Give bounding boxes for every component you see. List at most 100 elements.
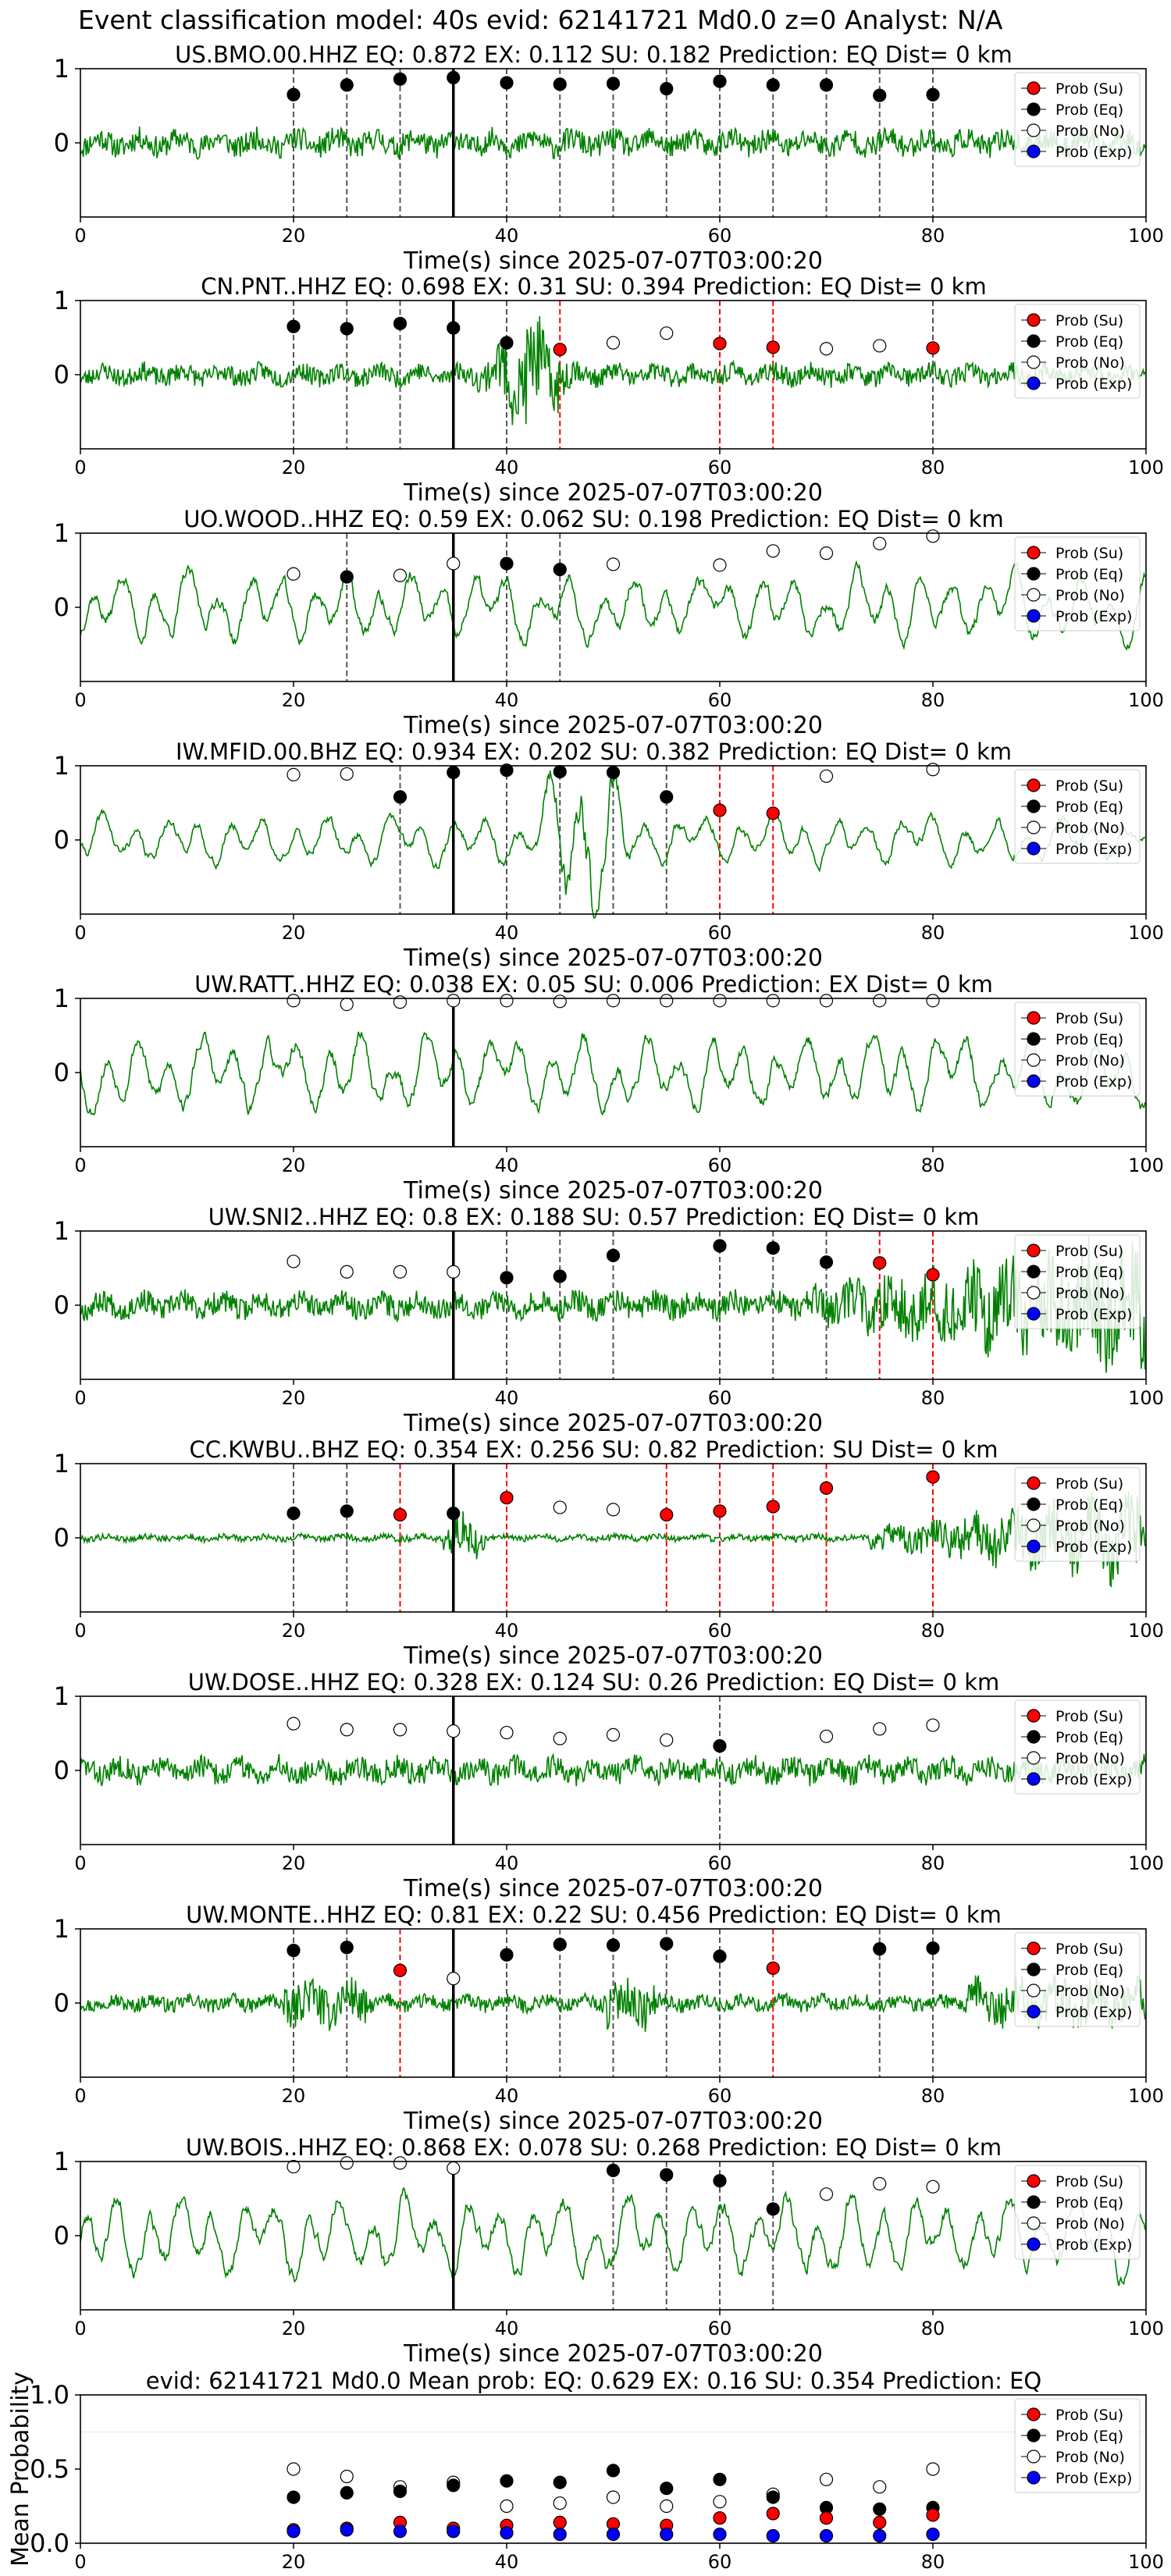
x-tick-label: 40 xyxy=(495,1155,519,1176)
legend-marker-su xyxy=(1027,1709,1041,1723)
su-prob-marker xyxy=(713,336,727,350)
legend-label-no: Prob (No) xyxy=(1055,1983,1125,2000)
eq-prob-marker xyxy=(287,319,301,333)
no-prob-marker xyxy=(819,1729,834,1743)
no-prob-marker xyxy=(873,2480,887,2494)
legend-marker-eq xyxy=(1027,334,1041,348)
x-tick-label: 40 xyxy=(495,2085,519,2107)
eq-prob-marker xyxy=(713,1239,727,1253)
eq-prob-marker xyxy=(606,1248,621,1262)
x-tick-label: 60 xyxy=(708,2551,732,2573)
x-axis-label: Time(s) since 2025-07-07T03:00:20 xyxy=(403,712,823,739)
x-tick-label: 20 xyxy=(282,922,306,944)
eq-prob-marker xyxy=(500,336,514,350)
waveform-trace xyxy=(80,770,1146,919)
legend-label-su: Prob (Su) xyxy=(1055,1010,1123,1027)
x-tick-label: 0 xyxy=(74,457,86,479)
eq-prob-marker xyxy=(873,1942,887,1956)
no-prob-marker xyxy=(553,2496,567,2510)
su-prob-marker xyxy=(926,1470,940,1484)
eq-prob-marker xyxy=(553,2475,567,2489)
x-tick-label: 20 xyxy=(282,1387,306,1409)
no-prob-marker xyxy=(500,994,514,1008)
su-prob-marker xyxy=(873,2515,887,2529)
eq-prob-marker xyxy=(500,76,514,90)
legend-marker-no xyxy=(1027,2216,1041,2230)
x-tick-label: 100 xyxy=(1128,2551,1164,2573)
subplot-title: UW.RATT..HHZ EQ: 0.038 EX: 0.05 SU: 0.00… xyxy=(194,971,993,998)
x-tick-label: 60 xyxy=(708,1155,732,1176)
legend-marker-eq xyxy=(1027,799,1041,813)
x-tick-label: 60 xyxy=(708,2318,732,2339)
no-prob-marker xyxy=(766,994,780,1008)
eq-prob-marker xyxy=(287,2490,301,2504)
legend-label-su: Prob (Su) xyxy=(1055,545,1123,562)
legend-label-eq: Prob (Eq) xyxy=(1055,1729,1123,1746)
exp-prob-marker xyxy=(819,2528,834,2543)
y-tick-label: 0 xyxy=(54,1523,69,1553)
eq-prob-marker xyxy=(500,557,514,571)
x-tick-label: 0 xyxy=(74,689,86,711)
legend-marker-no xyxy=(1027,355,1041,369)
exp-prob-marker xyxy=(713,2528,727,2542)
y-tick-label: 1 xyxy=(54,1449,69,1478)
y-tick-label: 1 xyxy=(54,54,69,84)
legend-label-eq: Prob (Eq) xyxy=(1055,1264,1123,1281)
no-prob-marker xyxy=(287,2462,301,2476)
x-tick-label: 60 xyxy=(708,2085,732,2107)
no-prob-marker xyxy=(873,1722,887,1736)
legend-label-su: Prob (Su) xyxy=(1055,777,1123,795)
subplot-11: 1.0 0.5 0.00 20 40 60 80 100 evid: 62141721 Md0.… xyxy=(7,2368,1164,2573)
y-tick-label: 0 xyxy=(54,2221,69,2250)
x-tick-label: 40 xyxy=(495,457,519,479)
legend-marker-no xyxy=(1027,123,1041,137)
no-prob-marker xyxy=(606,1727,621,1742)
legend-label-no: Prob (No) xyxy=(1055,1750,1125,1767)
exp-prob-marker xyxy=(926,2528,940,2542)
eq-prob-marker xyxy=(447,1507,461,1521)
no-prob-marker xyxy=(926,2462,940,2476)
legend-label-no: Prob (No) xyxy=(1055,587,1125,604)
su-prob-marker xyxy=(766,1500,780,1514)
x-tick-label: 40 xyxy=(495,689,519,711)
y-tick-label: 1 xyxy=(54,1216,69,1246)
x-axis-label: Time(s) since 2025-07-07T03:00:20 xyxy=(403,479,823,507)
legend-box xyxy=(1014,769,1141,864)
su-prob-marker xyxy=(766,1961,780,1975)
legend-marker-exp xyxy=(1027,1772,1041,1786)
legend-marker-eq xyxy=(1027,1962,1041,1976)
subplot-title: UW.BOIS..HHZ EQ: 0.868 EX: 0.078 SU: 0.2… xyxy=(186,2134,1002,2161)
y-tick-label: 1 xyxy=(54,1681,69,1711)
no-prob-marker xyxy=(287,1717,301,1731)
eq-prob-marker xyxy=(766,2202,780,2216)
subplot-title: IW.MFID.00.BHZ EQ: 0.934 EX: 0.202 SU: 0… xyxy=(176,738,1012,765)
su-prob-marker xyxy=(500,1491,514,1505)
legend-marker-su xyxy=(1027,546,1041,560)
su-prob-marker xyxy=(713,1504,727,1518)
x-tick-label: 0 xyxy=(74,922,86,944)
legend-label-no: Prob (No) xyxy=(1055,2215,1125,2233)
no-prob-marker xyxy=(926,763,940,777)
eq-prob-marker xyxy=(873,88,887,102)
legend-marker-su xyxy=(1027,313,1041,327)
no-prob-marker xyxy=(926,994,940,1008)
eq-prob-marker xyxy=(553,562,567,577)
waveform-trace xyxy=(80,1491,1146,1588)
legend-label-no: Prob (No) xyxy=(1055,820,1125,837)
no-prob-marker xyxy=(393,2156,408,2170)
su-prob-marker xyxy=(926,341,940,355)
y-axis-label: Mean Probability xyxy=(7,2371,34,2567)
legend-label-su: Prob (Su) xyxy=(1055,80,1123,98)
legend-label-eq: Prob (Eq) xyxy=(1055,2194,1123,2211)
x-tick-label: 0 xyxy=(74,1852,86,1874)
eq-prob-marker xyxy=(926,1941,940,1955)
legend-label-eq: Prob (Eq) xyxy=(1055,1031,1123,1048)
waveform-trace xyxy=(80,315,1146,425)
no-prob-marker xyxy=(340,1265,354,1279)
legend-marker-no xyxy=(1027,1518,1041,1532)
subplot-title: CN.PNT..HHZ EQ: 0.698 EX: 0.31 SU: 0.394… xyxy=(201,273,986,300)
legend: Prob (Su) Prob (Eq) Prob (No) Prob (Exp) xyxy=(1014,536,1141,632)
